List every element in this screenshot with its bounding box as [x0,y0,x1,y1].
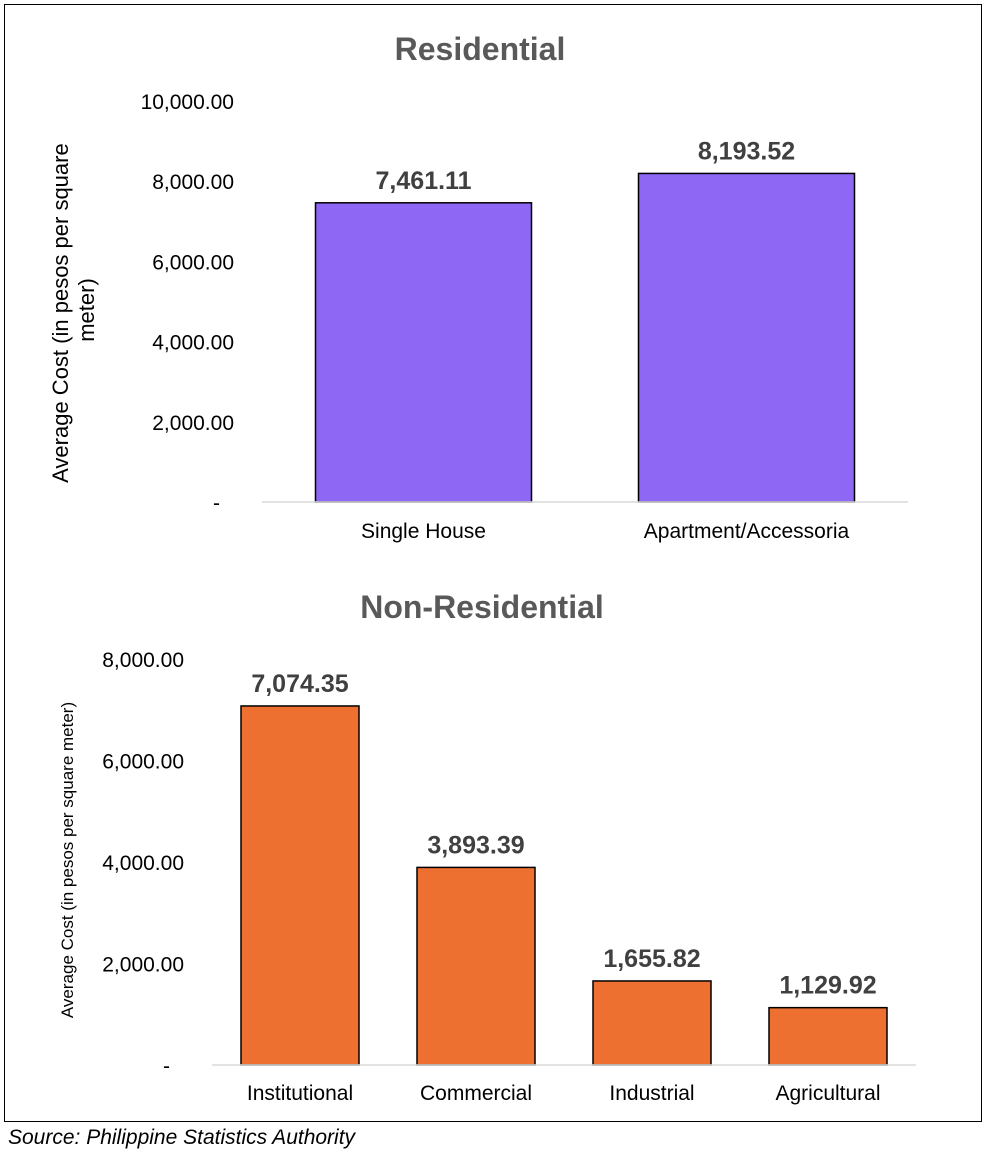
non-residential-y-tick-label: 4,000.00 [102,852,184,875]
residential-data-label: 8,193.52 [698,137,795,165]
non-residential-category-label: Agricultural [775,1082,880,1105]
residential-data-label: 7,461.11 [376,167,472,195]
residential-y-axis-label: Average Cost (in pesos per square meter) [48,137,99,483]
non-residential-data-label: 7,074.35 [251,670,348,698]
non-residential-chart: Non-Residential Average Cost (in pesos p… [58,589,916,1105]
residential-title: Residential [395,31,566,67]
non-residential-y-tick-label: 8,000.00 [102,649,184,672]
residential-bar [637,172,856,503]
residential-bar [314,202,533,503]
non-residential-data-label: 3,893.39 [427,831,524,859]
non-residential-bar [240,705,360,1066]
residential-y-tick-label: - [213,492,220,515]
non-residential-y-tick-label: 2,000.00 [102,954,184,977]
non-residential-bar [416,866,536,1066]
non-residential-bar [768,1006,888,1066]
non-residential-category-label: Institutional [247,1082,353,1105]
non-residential-y-tick-label: - [163,1055,170,1078]
non-residential-category-label: Industrial [609,1082,694,1105]
non-residential-category-label: Commercial [420,1082,532,1105]
residential-category-label: Apartment/Accessoria [644,520,850,543]
residential-chart: Residential Average Cost (in pesos per s… [48,31,908,543]
non-residential-data-label: 1,129.92 [779,972,876,1000]
source-note: Source: Philippine Statistics Authority [8,1126,356,1149]
non-residential-bar [592,980,712,1066]
residential-category-label: Single House [361,520,486,543]
residential-y-tick-label: 6,000.00 [152,251,234,274]
non-residential-data-label: 1,655.82 [603,945,700,973]
residential-y-tick-label: 2,000.00 [152,412,234,435]
non-residential-title: Non-Residential [360,589,604,625]
residential-y-tick-label: 10,000.00 [141,91,234,114]
residential-y-tick-label: 4,000.00 [152,332,234,355]
non-residential-y-tick-label: 6,000.00 [102,751,184,774]
residential-y-tick-label: 8,000.00 [152,171,234,194]
non-residential-y-axis-label: Average Cost (in pesos per square meter) [58,702,77,1018]
